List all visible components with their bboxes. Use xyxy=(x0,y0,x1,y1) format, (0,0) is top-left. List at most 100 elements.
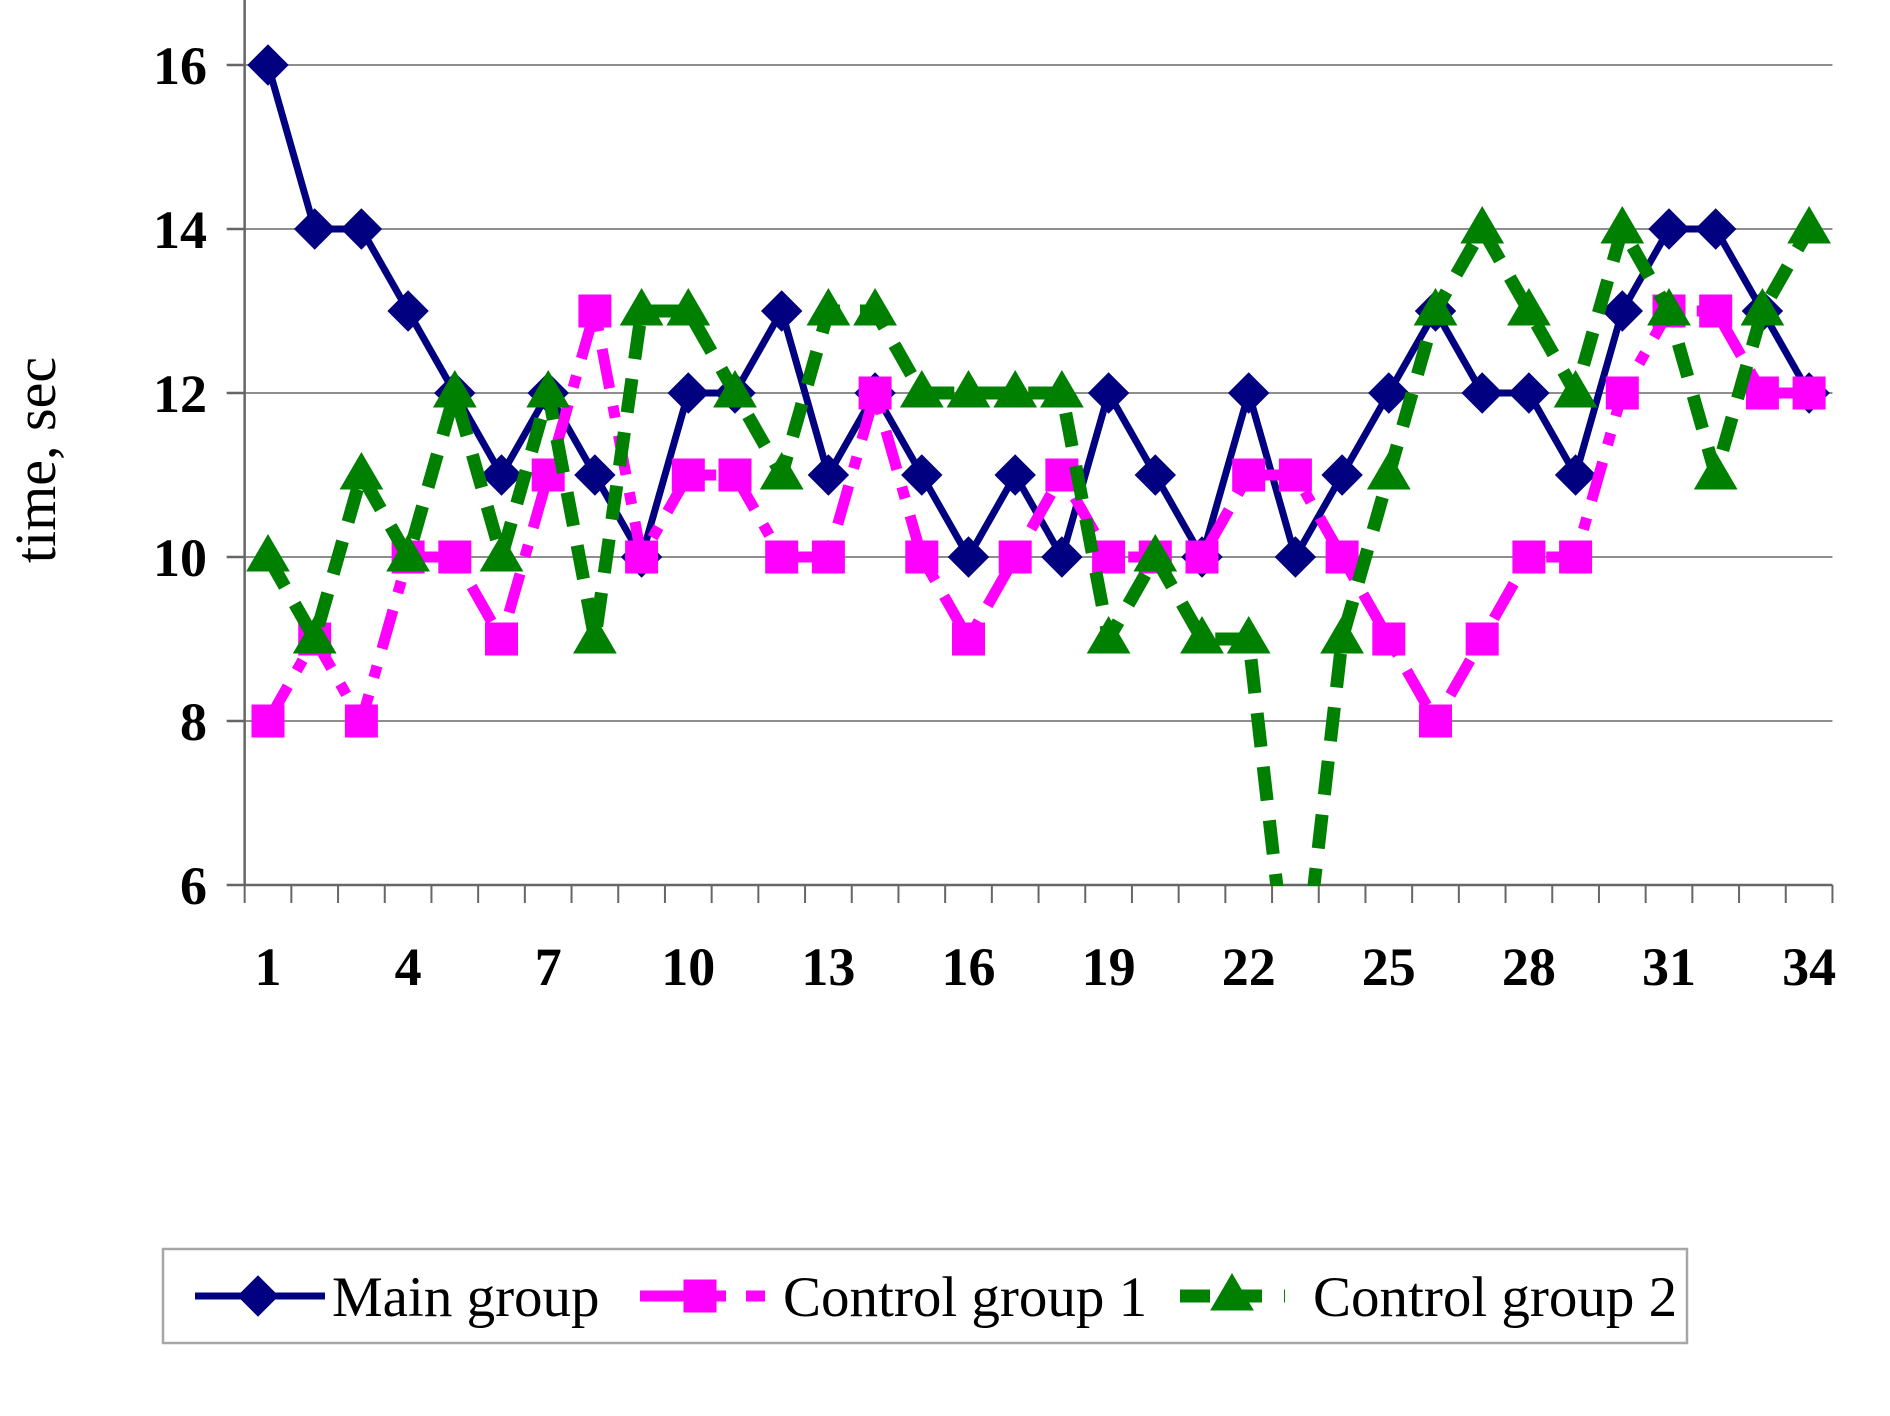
diamond-marker xyxy=(1368,372,1410,414)
triangle-marker xyxy=(1693,452,1738,490)
diamond-marker xyxy=(1041,536,1083,578)
square-marker xyxy=(1419,704,1452,738)
diamond-marker xyxy=(387,290,429,332)
square-marker xyxy=(671,458,705,492)
square-marker xyxy=(438,540,472,574)
x-tick-label: 1 xyxy=(255,937,282,997)
x-tick-label: 7 xyxy=(535,937,562,997)
square-marker xyxy=(1745,376,1779,410)
legend-label: Control group 1 xyxy=(783,1266,1147,1329)
diamond-marker xyxy=(574,454,616,496)
triangle-marker xyxy=(1086,616,1131,654)
legend-square-marker xyxy=(683,1279,717,1313)
x-tick-label: 34 xyxy=(1782,937,1836,997)
square-marker xyxy=(1372,622,1406,656)
y-tick-label: 10 xyxy=(153,528,207,588)
square-marker xyxy=(998,540,1032,574)
y-tick-label: 8 xyxy=(180,692,207,752)
triangle-marker xyxy=(806,288,851,326)
x-tick-label: 10 xyxy=(661,937,715,997)
diamond-marker xyxy=(1321,454,1363,496)
triangle-marker xyxy=(1507,288,1551,326)
square-marker xyxy=(485,622,518,656)
square-marker xyxy=(905,540,939,574)
diamond-marker xyxy=(340,208,383,250)
triangle-marker xyxy=(1460,206,1505,244)
diamond-marker xyxy=(1508,372,1550,414)
triangle-marker xyxy=(1413,288,1458,326)
triangle-marker xyxy=(339,452,384,490)
diamond-marker xyxy=(1274,536,1317,578)
x-tick-label: 31 xyxy=(1642,937,1696,997)
x-tick-label: 16 xyxy=(942,937,996,997)
legend-diamond-marker xyxy=(237,1275,279,1317)
legend: Main group Control group 1 Control group 2 xyxy=(161,1247,1689,1345)
diamond-marker xyxy=(1694,208,1737,250)
triangle-marker xyxy=(432,370,477,408)
triangle-marker xyxy=(1180,616,1224,654)
square-marker xyxy=(1325,540,1359,574)
triangle-marker xyxy=(899,370,944,408)
triangle-marker xyxy=(1553,370,1598,408)
x-axis-labels: 1 4 7 10 13 16 19 22 25 28 31 34 xyxy=(255,937,1837,997)
y-tick-label: 6 xyxy=(180,856,207,916)
series-lines xyxy=(246,44,1831,1063)
triangle-marker xyxy=(946,370,991,408)
diamond-marker xyxy=(1227,372,1270,414)
square-marker xyxy=(344,704,378,738)
markers-control-group-2 xyxy=(246,206,1831,1063)
x-tick-label: 28 xyxy=(1502,937,1556,997)
line-control-group-2 xyxy=(262,222,1815,886)
square-marker xyxy=(858,376,892,410)
triangle-marker xyxy=(1600,206,1645,244)
diamond-marker xyxy=(760,290,803,332)
triangle-marker xyxy=(1366,452,1411,490)
triangle-marker xyxy=(1274,1027,1316,1063)
square-marker xyxy=(1232,458,1266,492)
triangle-marker xyxy=(526,370,571,408)
square-marker xyxy=(1278,458,1312,492)
square-marker xyxy=(251,704,285,738)
diamond-marker xyxy=(994,454,1036,496)
diamond-marker xyxy=(247,44,289,86)
diamond-marker xyxy=(1601,290,1644,332)
line-control-group-1 xyxy=(263,305,1810,727)
triangle-marker xyxy=(1320,616,1364,654)
x-tick-label: 4 xyxy=(395,937,422,997)
legend-label: Control group 2 xyxy=(1313,1266,1677,1329)
legend-item-control-group-1: Control group 1 xyxy=(640,1266,1147,1329)
triangle-marker xyxy=(246,534,290,572)
triangle-marker xyxy=(666,288,711,326)
triangle-marker xyxy=(386,534,430,572)
triangle-marker xyxy=(1647,288,1691,326)
diamond-marker xyxy=(667,372,710,414)
triangle-marker xyxy=(1740,288,1785,326)
y-tick-label: 16 xyxy=(153,36,207,96)
x-tick-label: 25 xyxy=(1362,937,1416,997)
x-tick-label: 22 xyxy=(1222,937,1276,997)
y-axis-title: time, sec xyxy=(3,357,68,563)
square-marker xyxy=(1185,540,1219,574)
square-marker xyxy=(765,540,799,574)
x-tick-label: 19 xyxy=(1082,937,1136,997)
triangle-marker xyxy=(479,534,524,572)
square-marker xyxy=(578,294,612,328)
diamond-marker xyxy=(807,454,850,496)
y-axis-labels: 16 14 12 10 8 6 xyxy=(153,36,207,916)
x-tick-label: 13 xyxy=(801,937,855,997)
square-marker xyxy=(811,540,845,574)
diamond-marker xyxy=(1461,372,1503,414)
diamond-marker xyxy=(1134,454,1177,496)
diamond-marker xyxy=(1554,454,1597,496)
triangle-marker xyxy=(573,616,617,654)
triangle-marker xyxy=(1133,534,1178,572)
series-control-group-2 xyxy=(246,206,1831,1063)
diamond-marker xyxy=(480,454,523,496)
triangle-marker xyxy=(619,288,664,326)
triangle-marker xyxy=(292,616,337,654)
legend-box xyxy=(161,1247,1689,1345)
legend-item-main-group: Main group xyxy=(195,1266,600,1329)
diamond-marker xyxy=(901,454,943,496)
y-tick-label: 12 xyxy=(153,364,207,424)
